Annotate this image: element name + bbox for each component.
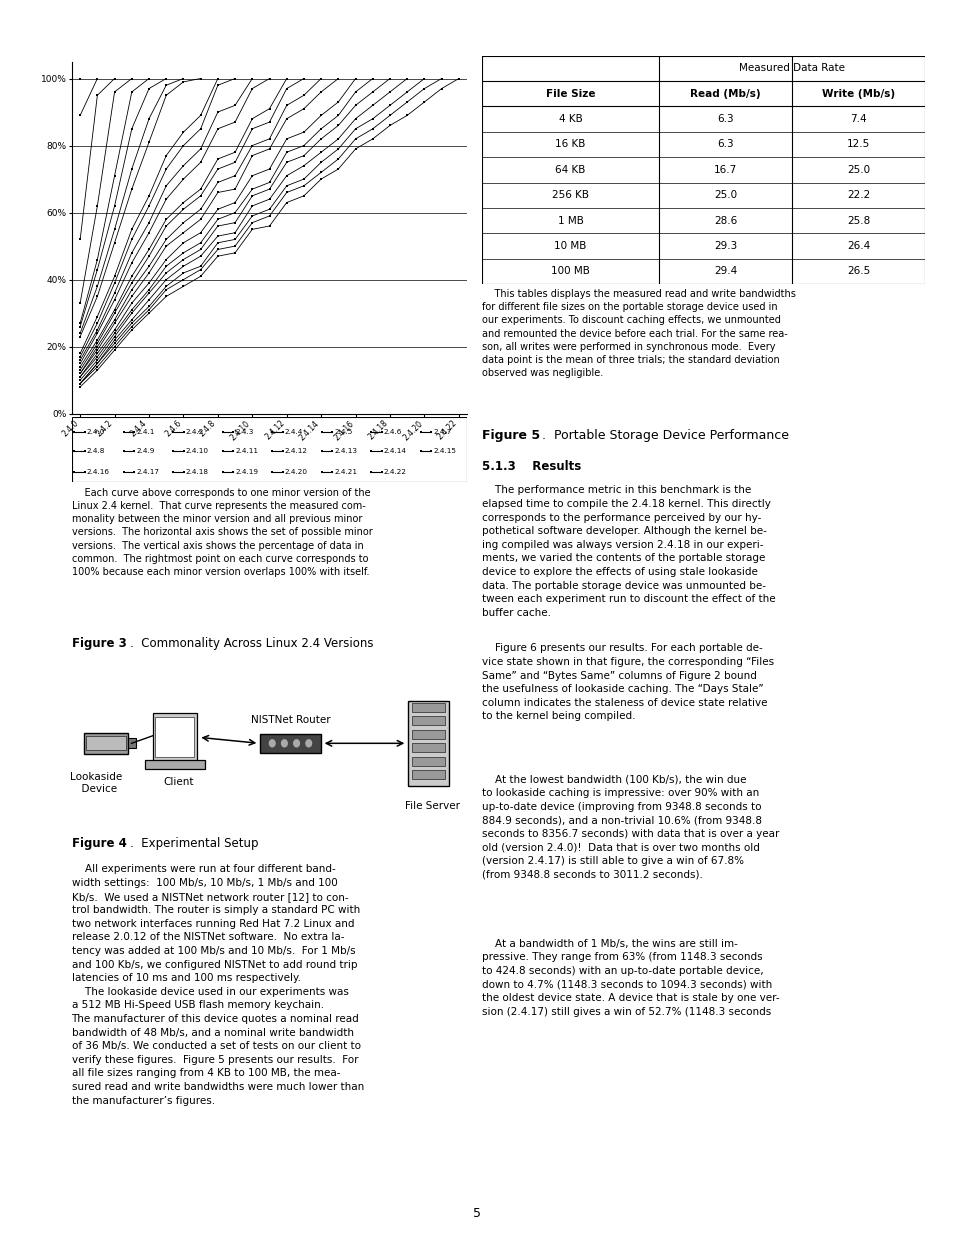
Text: 2.4.6: 2.4.6 — [383, 429, 401, 435]
Text: 1 MB: 1 MB — [557, 216, 583, 226]
Text: 7.4: 7.4 — [850, 114, 866, 124]
Text: .  Experimental Setup: . Experimental Setup — [130, 837, 258, 850]
Text: 2.4.5: 2.4.5 — [334, 429, 352, 435]
Text: 2.4.13: 2.4.13 — [334, 448, 356, 453]
Text: NISTNet Router: NISTNet Router — [251, 715, 330, 725]
Text: All experiments were run at four different band-
width settings:  100 Mb/s, 10 M: All experiments were run at four differe… — [71, 864, 363, 1105]
Text: 26.5: 26.5 — [846, 267, 869, 277]
Text: 28.6: 28.6 — [714, 216, 737, 226]
Text: 10 MB: 10 MB — [554, 241, 586, 251]
FancyBboxPatch shape — [412, 771, 444, 779]
FancyBboxPatch shape — [412, 730, 444, 739]
Text: 100 MB: 100 MB — [551, 267, 589, 277]
FancyBboxPatch shape — [412, 703, 444, 711]
FancyBboxPatch shape — [128, 739, 135, 748]
Text: Each curve above corresponds to one minor version of the
Linux 2.4 kernel.  That: Each curve above corresponds to one mino… — [71, 488, 372, 577]
Text: .  Commonality Across Linux 2.4 Versions: . Commonality Across Linux 2.4 Versions — [130, 637, 374, 650]
Circle shape — [306, 740, 312, 747]
Text: 2.4.0: 2.4.0 — [87, 429, 105, 435]
Text: Figure 3: Figure 3 — [71, 637, 126, 650]
Text: Measured Data Rate: Measured Data Rate — [739, 63, 844, 73]
Text: The performance metric in this benchmark is the
elapsed time to compile the 2.4.: The performance metric in this benchmark… — [481, 485, 775, 618]
Text: 16 KB: 16 KB — [555, 140, 585, 149]
Text: Figure 4: Figure 4 — [71, 837, 127, 850]
Circle shape — [281, 740, 287, 747]
Text: 2.4.4: 2.4.4 — [284, 429, 303, 435]
Text: 2.4.1: 2.4.1 — [136, 429, 154, 435]
Text: This tables displays the measured read and write bandwidths
for different file s: This tables displays the measured read a… — [481, 289, 795, 378]
FancyBboxPatch shape — [84, 732, 128, 753]
Text: File Server: File Server — [404, 802, 459, 811]
Text: 4 KB: 4 KB — [558, 114, 581, 124]
Text: 6.3: 6.3 — [717, 140, 733, 149]
Text: 2.4.17: 2.4.17 — [136, 469, 159, 475]
FancyBboxPatch shape — [412, 743, 444, 752]
Text: 12.5: 12.5 — [846, 140, 869, 149]
Text: Figure 6 presents our results. For each portable de-
vice state shown in that fi: Figure 6 presents our results. For each … — [481, 643, 773, 721]
Text: 2.4.19: 2.4.19 — [234, 469, 258, 475]
FancyBboxPatch shape — [408, 700, 448, 785]
Text: 2.4.21: 2.4.21 — [334, 469, 356, 475]
FancyBboxPatch shape — [86, 736, 126, 751]
Text: 25.0: 25.0 — [714, 190, 737, 200]
Text: Figure 5: Figure 5 — [481, 430, 539, 442]
Text: 26.4: 26.4 — [846, 241, 869, 251]
Text: 2.4.9: 2.4.9 — [136, 448, 154, 453]
Text: 2.4.10: 2.4.10 — [186, 448, 209, 453]
FancyBboxPatch shape — [144, 761, 205, 769]
Text: 2.4.22: 2.4.22 — [383, 469, 406, 475]
Text: Lookaside
  Device: Lookaside Device — [70, 772, 122, 794]
Text: At the lowest bandwidth (100 Kb/s), the win due
to lookaside caching is impressi: At the lowest bandwidth (100 Kb/s), the … — [481, 774, 779, 879]
FancyBboxPatch shape — [260, 734, 320, 753]
Text: 2.4.12: 2.4.12 — [284, 448, 307, 453]
Text: 22.2: 22.2 — [846, 190, 869, 200]
FancyBboxPatch shape — [412, 757, 444, 766]
Text: 2.4.20: 2.4.20 — [284, 469, 307, 475]
Text: Write (Mb/s): Write (Mb/s) — [821, 89, 895, 99]
Circle shape — [269, 740, 274, 747]
Circle shape — [294, 740, 299, 747]
Text: 2.4.2: 2.4.2 — [186, 429, 204, 435]
Text: 2.4.7: 2.4.7 — [433, 429, 451, 435]
Text: 29.3: 29.3 — [714, 241, 737, 251]
Text: .  Portable Storage Device Performance: . Portable Storage Device Performance — [541, 430, 788, 442]
Text: 5.1.3    Results: 5.1.3 Results — [481, 459, 580, 473]
FancyBboxPatch shape — [412, 716, 444, 725]
Text: 6.3: 6.3 — [717, 114, 733, 124]
Text: 29.4: 29.4 — [714, 267, 737, 277]
FancyBboxPatch shape — [152, 714, 197, 761]
Text: 256 KB: 256 KB — [552, 190, 588, 200]
Text: 2.4.15: 2.4.15 — [433, 448, 456, 453]
Text: At a bandwidth of 1 Mb/s, the wins are still im-
pressive. They range from 63% (: At a bandwidth of 1 Mb/s, the wins are s… — [481, 939, 779, 1016]
Text: 25.0: 25.0 — [846, 164, 869, 175]
Text: Read (Mb/s): Read (Mb/s) — [690, 89, 760, 99]
Text: 2.4.8: 2.4.8 — [87, 448, 105, 453]
FancyBboxPatch shape — [155, 718, 194, 757]
Text: 5: 5 — [473, 1207, 480, 1220]
Text: 16.7: 16.7 — [714, 164, 737, 175]
Text: 2.4.16: 2.4.16 — [87, 469, 110, 475]
Text: 25.8: 25.8 — [846, 216, 869, 226]
Text: 64 KB: 64 KB — [555, 164, 585, 175]
Text: 2.4.18: 2.4.18 — [186, 469, 209, 475]
Text: File Size: File Size — [545, 89, 595, 99]
Text: 2.4.3: 2.4.3 — [234, 429, 253, 435]
Text: 2.4.14: 2.4.14 — [383, 448, 406, 453]
Text: Client: Client — [164, 778, 194, 788]
Text: 2.4.11: 2.4.11 — [234, 448, 258, 453]
